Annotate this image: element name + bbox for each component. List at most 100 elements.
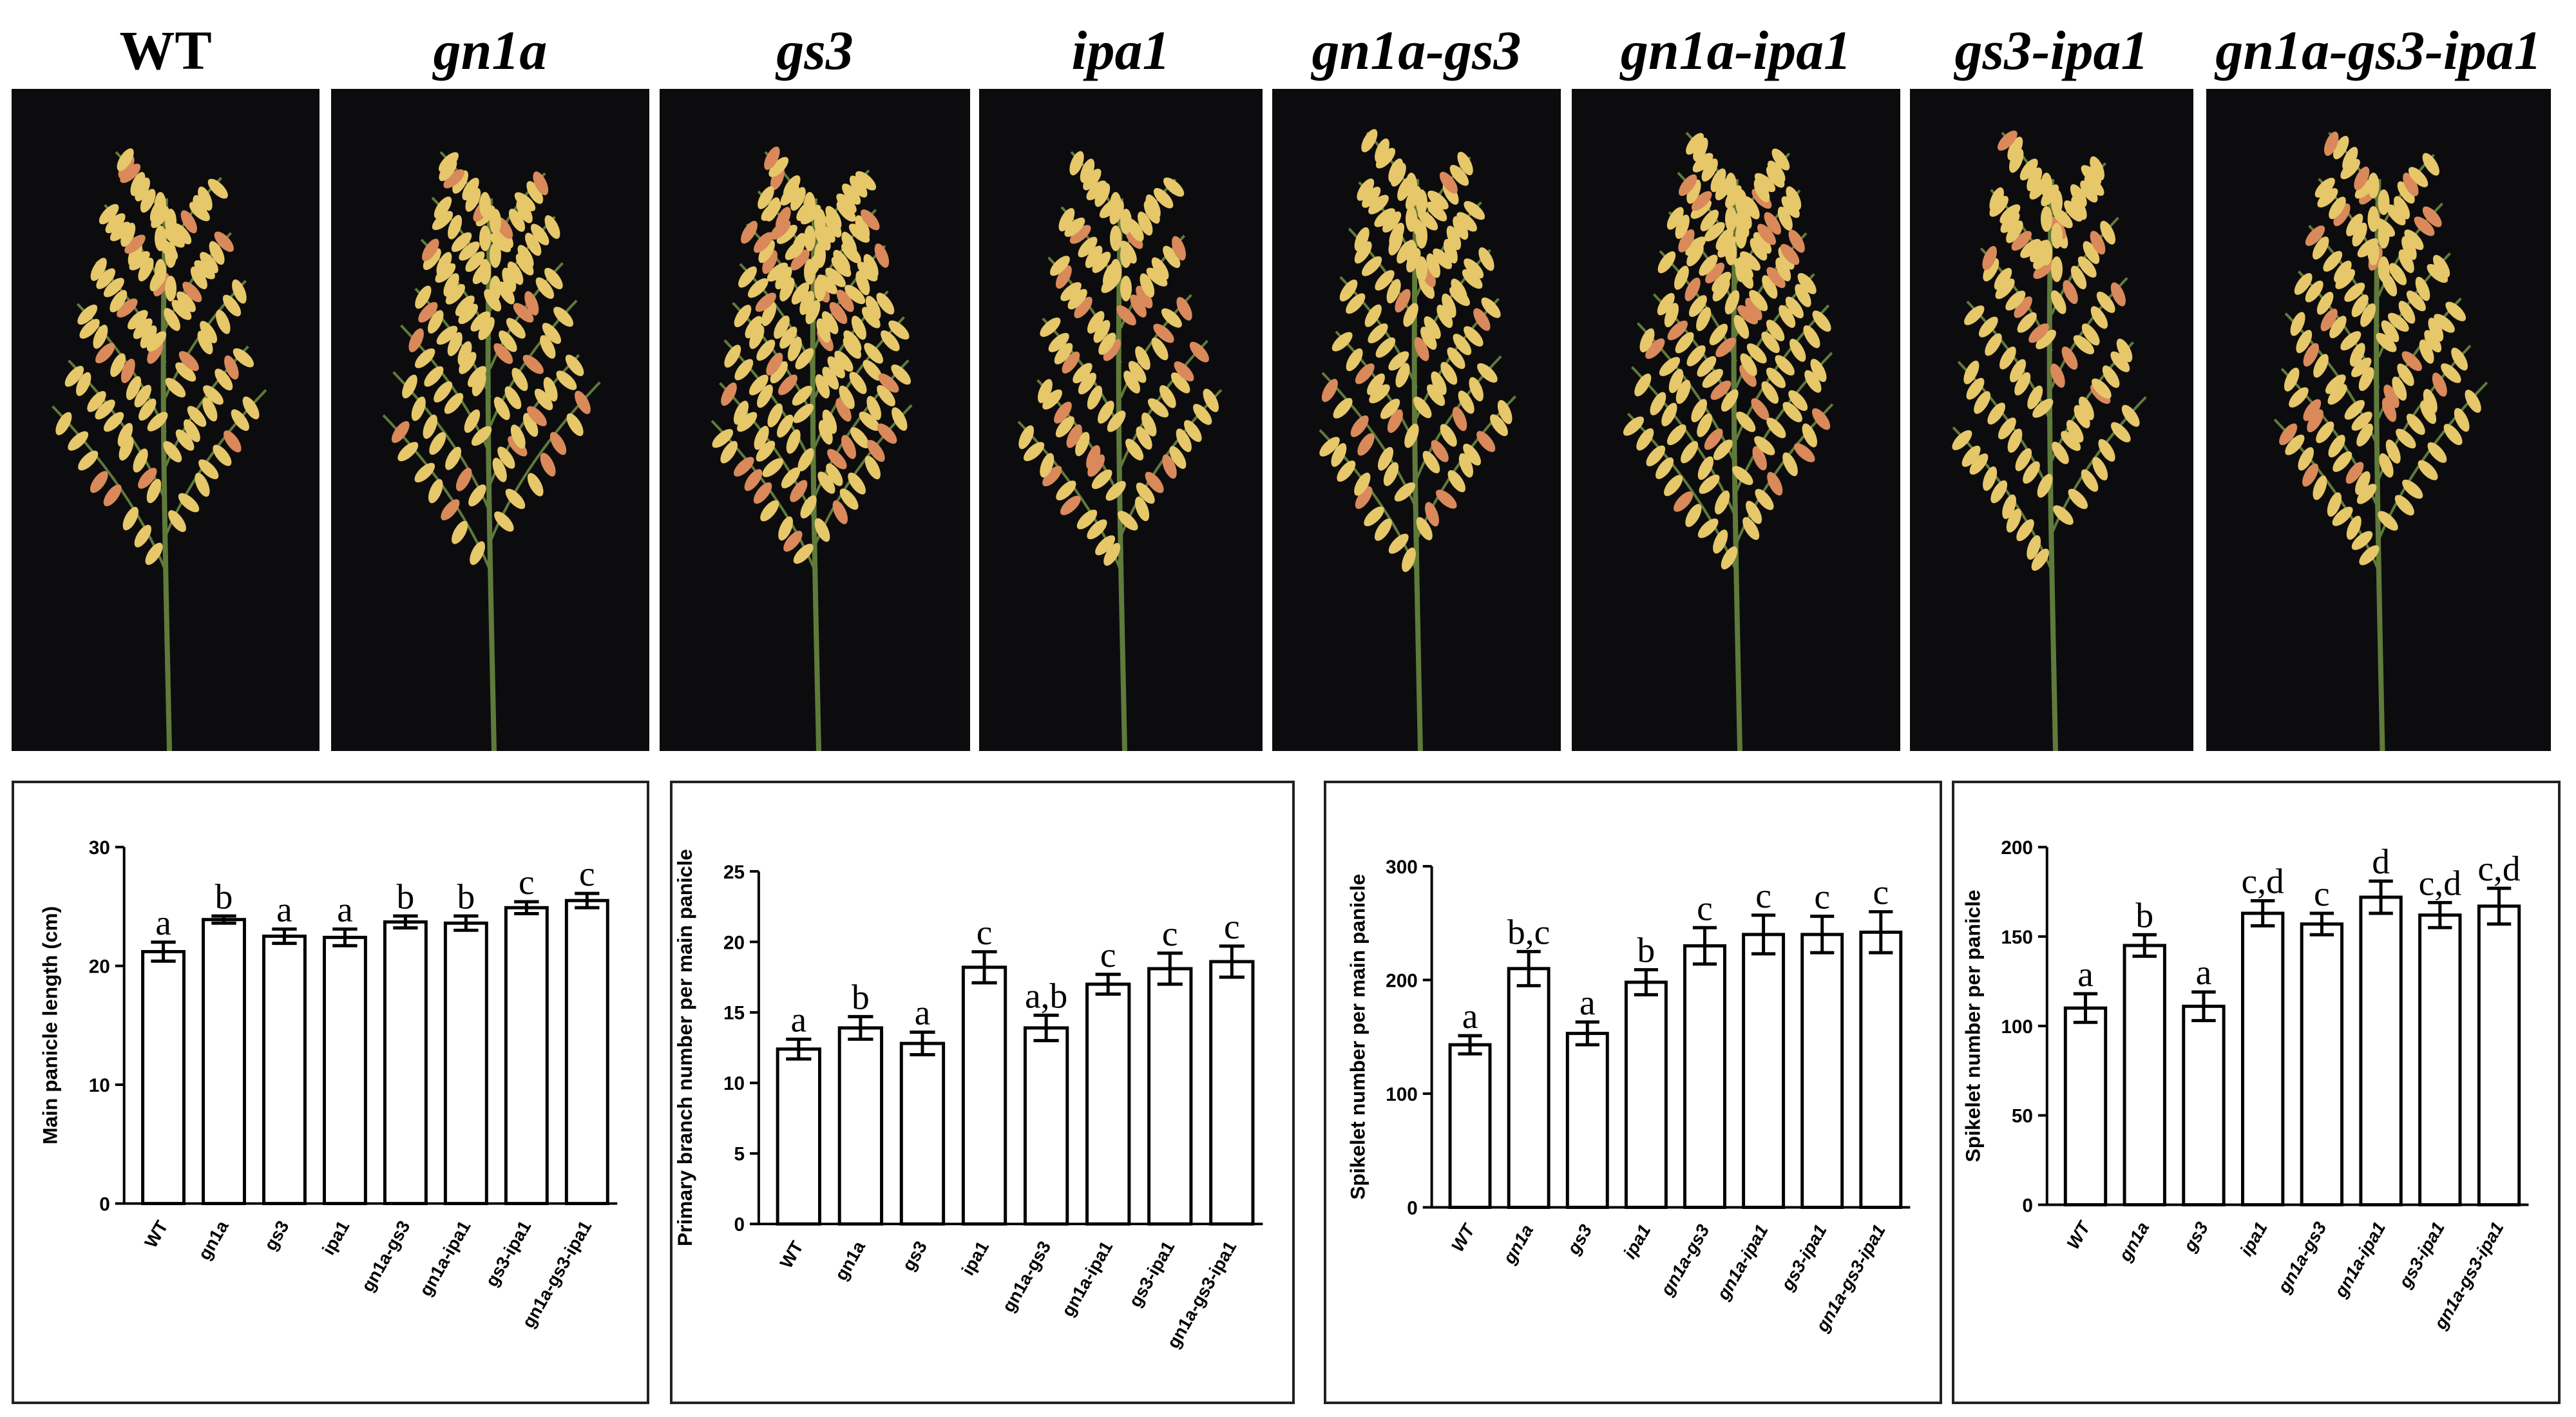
grain bbox=[194, 260, 215, 280]
grain bbox=[2406, 290, 2426, 312]
grain bbox=[841, 435, 856, 459]
grain bbox=[1982, 245, 1997, 271]
grain bbox=[1331, 442, 1347, 467]
grain bbox=[850, 427, 870, 448]
grain bbox=[2381, 320, 2399, 343]
grain bbox=[1120, 276, 1132, 301]
significance-label: c bbox=[977, 913, 993, 953]
significance-label: a bbox=[1462, 997, 1478, 1036]
grain bbox=[2284, 367, 2300, 392]
grain bbox=[1775, 355, 1795, 376]
grain bbox=[1087, 310, 1105, 334]
significance-label: c bbox=[1162, 915, 1178, 954]
grain bbox=[888, 320, 910, 340]
grain bbox=[242, 396, 260, 420]
grain bbox=[721, 382, 737, 406]
grain bbox=[1464, 326, 1484, 347]
grain bbox=[2340, 331, 2361, 351]
grain bbox=[1462, 269, 1483, 289]
y-tick-label: 30 bbox=[89, 837, 110, 859]
grain bbox=[1170, 372, 1190, 394]
grain bbox=[1394, 482, 1416, 502]
grain bbox=[1458, 453, 1473, 478]
grain bbox=[762, 250, 778, 274]
grain bbox=[214, 231, 234, 252]
grain bbox=[1735, 189, 1747, 215]
grain bbox=[2016, 519, 2034, 542]
x-tick-label: gs3-ipa1 bbox=[2394, 1219, 2448, 1292]
grain bbox=[1369, 384, 1390, 404]
bar-chart: 0 50 100 150 200 Spikelet number per panicle a… bbox=[1961, 837, 2529, 1333]
grain bbox=[2081, 165, 2102, 185]
grain bbox=[2381, 397, 2397, 423]
grain bbox=[1060, 495, 1081, 515]
grain bbox=[455, 295, 475, 316]
grain bbox=[2302, 463, 2319, 487]
grain bbox=[2083, 241, 2100, 264]
grain bbox=[1712, 272, 1732, 292]
y-axis-label: Main panicle length (cm) bbox=[39, 906, 62, 1145]
grain bbox=[1443, 239, 1458, 263]
grain bbox=[1105, 480, 1126, 501]
x-tick-label: WT bbox=[776, 1237, 807, 1271]
grain bbox=[1709, 323, 1728, 346]
genotype-label: gn1a-gs3 bbox=[1312, 19, 1522, 81]
genotype-label: gn1a-ipa1 bbox=[1620, 19, 1852, 81]
grain bbox=[747, 278, 768, 298]
grain bbox=[508, 435, 528, 457]
grain bbox=[787, 336, 802, 361]
x-tick-label: WT bbox=[1447, 1220, 1479, 1255]
bar bbox=[323, 935, 367, 1206]
grain bbox=[1458, 390, 1474, 414]
grain bbox=[133, 448, 148, 473]
grain bbox=[2344, 282, 2365, 302]
x-tick-label: gn1a-ipa1 bbox=[415, 1217, 475, 1300]
grain bbox=[1686, 179, 1701, 204]
grain bbox=[575, 390, 591, 414]
grain bbox=[2360, 303, 2376, 327]
grain bbox=[146, 479, 162, 504]
grain bbox=[1681, 441, 1699, 464]
grain bbox=[734, 305, 752, 328]
grain bbox=[1364, 304, 1382, 327]
grain bbox=[1128, 361, 1147, 383]
grain bbox=[432, 211, 453, 231]
grain bbox=[866, 395, 882, 421]
grain bbox=[766, 352, 783, 376]
grain bbox=[1994, 267, 2012, 290]
panicle-photo bbox=[660, 89, 970, 751]
bar bbox=[383, 920, 428, 1206]
grain bbox=[1350, 415, 1369, 437]
grain bbox=[2052, 441, 2069, 464]
grain bbox=[1998, 417, 2016, 440]
grain bbox=[783, 175, 801, 198]
y-tick-label: 0 bbox=[734, 1214, 745, 1235]
grain bbox=[1406, 240, 1417, 265]
grain bbox=[1736, 411, 1756, 432]
grain bbox=[1463, 443, 1481, 466]
grain bbox=[1087, 519, 1107, 540]
grain bbox=[2305, 225, 2325, 246]
significance-label: c bbox=[2314, 875, 2330, 914]
grain bbox=[165, 276, 177, 301]
grain bbox=[1732, 466, 1753, 486]
grain bbox=[484, 289, 502, 312]
bar-chart: 0 10 20 30 Main panicle length (cm) a WT b gn1a a… bbox=[39, 837, 618, 1331]
grain bbox=[2335, 269, 2356, 289]
grain bbox=[124, 234, 146, 254]
grain bbox=[720, 441, 738, 464]
grain bbox=[2356, 484, 2377, 504]
bar bbox=[1565, 1031, 1609, 1209]
grain bbox=[1382, 211, 1402, 233]
grain bbox=[814, 276, 826, 301]
grain bbox=[165, 242, 177, 268]
grain bbox=[2316, 421, 2334, 444]
grain bbox=[841, 231, 857, 256]
bar bbox=[2418, 913, 2462, 1206]
grain bbox=[1713, 529, 1728, 554]
grain bbox=[1163, 177, 1185, 197]
grain bbox=[881, 330, 900, 352]
grain bbox=[1431, 371, 1447, 395]
grain bbox=[2015, 448, 2032, 471]
grain bbox=[2358, 367, 2374, 392]
